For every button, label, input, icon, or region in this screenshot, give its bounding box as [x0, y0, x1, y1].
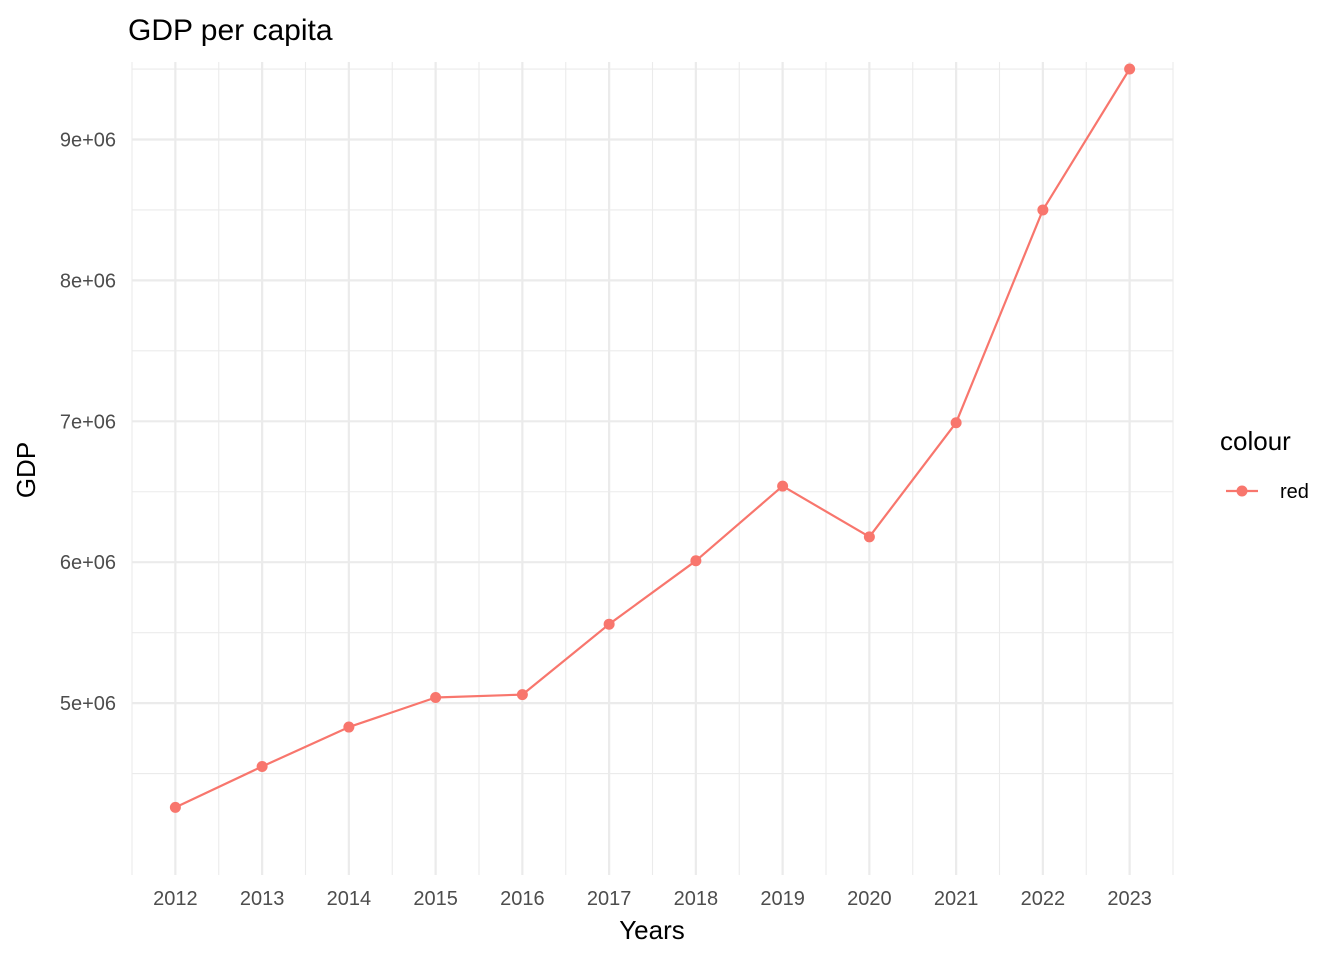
data-point: [603, 618, 615, 630]
data-point: [950, 417, 962, 429]
x-tick-label: 2016: [500, 888, 545, 910]
legend-title: colour: [1220, 426, 1291, 456]
data-point: [430, 691, 442, 703]
y-tick-label: 9e+06: [60, 129, 116, 151]
x-tick-label: 2022: [1021, 888, 1066, 910]
legend-key-point: [1236, 485, 1248, 497]
x-tick-label: 2017: [587, 888, 632, 910]
chart-title: GDP per capita: [128, 14, 333, 47]
grid-layer: [131, 62, 1174, 875]
x-tick-label: 2018: [674, 888, 719, 910]
x-tick-label: 2015: [413, 888, 458, 910]
data-point: [1037, 204, 1049, 216]
data-point: [1124, 63, 1136, 75]
y-tick-label: 8e+06: [60, 270, 116, 292]
data-point: [256, 761, 268, 773]
x-tick-label: 2023: [1107, 888, 1152, 910]
data-point: [777, 480, 789, 492]
x-tick-label: 2014: [327, 888, 372, 910]
legend: colour red: [1220, 426, 1309, 503]
series-line-red: [174, 68, 1131, 809]
data-point: [690, 555, 702, 567]
x-tick-label: 2013: [240, 888, 285, 910]
y-tick-label: 7e+06: [60, 411, 116, 433]
y-axis-title: GDP: [11, 442, 41, 498]
x-tick-label: 2021: [934, 888, 979, 910]
y-tick-label: 5e+06: [60, 693, 116, 715]
data-point: [169, 801, 181, 813]
data-point: [516, 689, 528, 701]
legend-item-red-label: red: [1280, 481, 1309, 503]
data-point: [343, 721, 355, 733]
data-point: [863, 531, 875, 543]
axis-layer: 2012 2013 2014 2015 2016 2017 2018 2019 2020 2021…: [60, 129, 1152, 910]
x-axis-title: Years: [619, 915, 685, 945]
y-tick-label: 6e+06: [60, 552, 116, 574]
series-layer: [169, 63, 1136, 813]
x-tick-label: 2020: [847, 888, 892, 910]
x-tick-label: 2012: [153, 888, 198, 910]
x-tick-label: 2019: [760, 888, 805, 910]
